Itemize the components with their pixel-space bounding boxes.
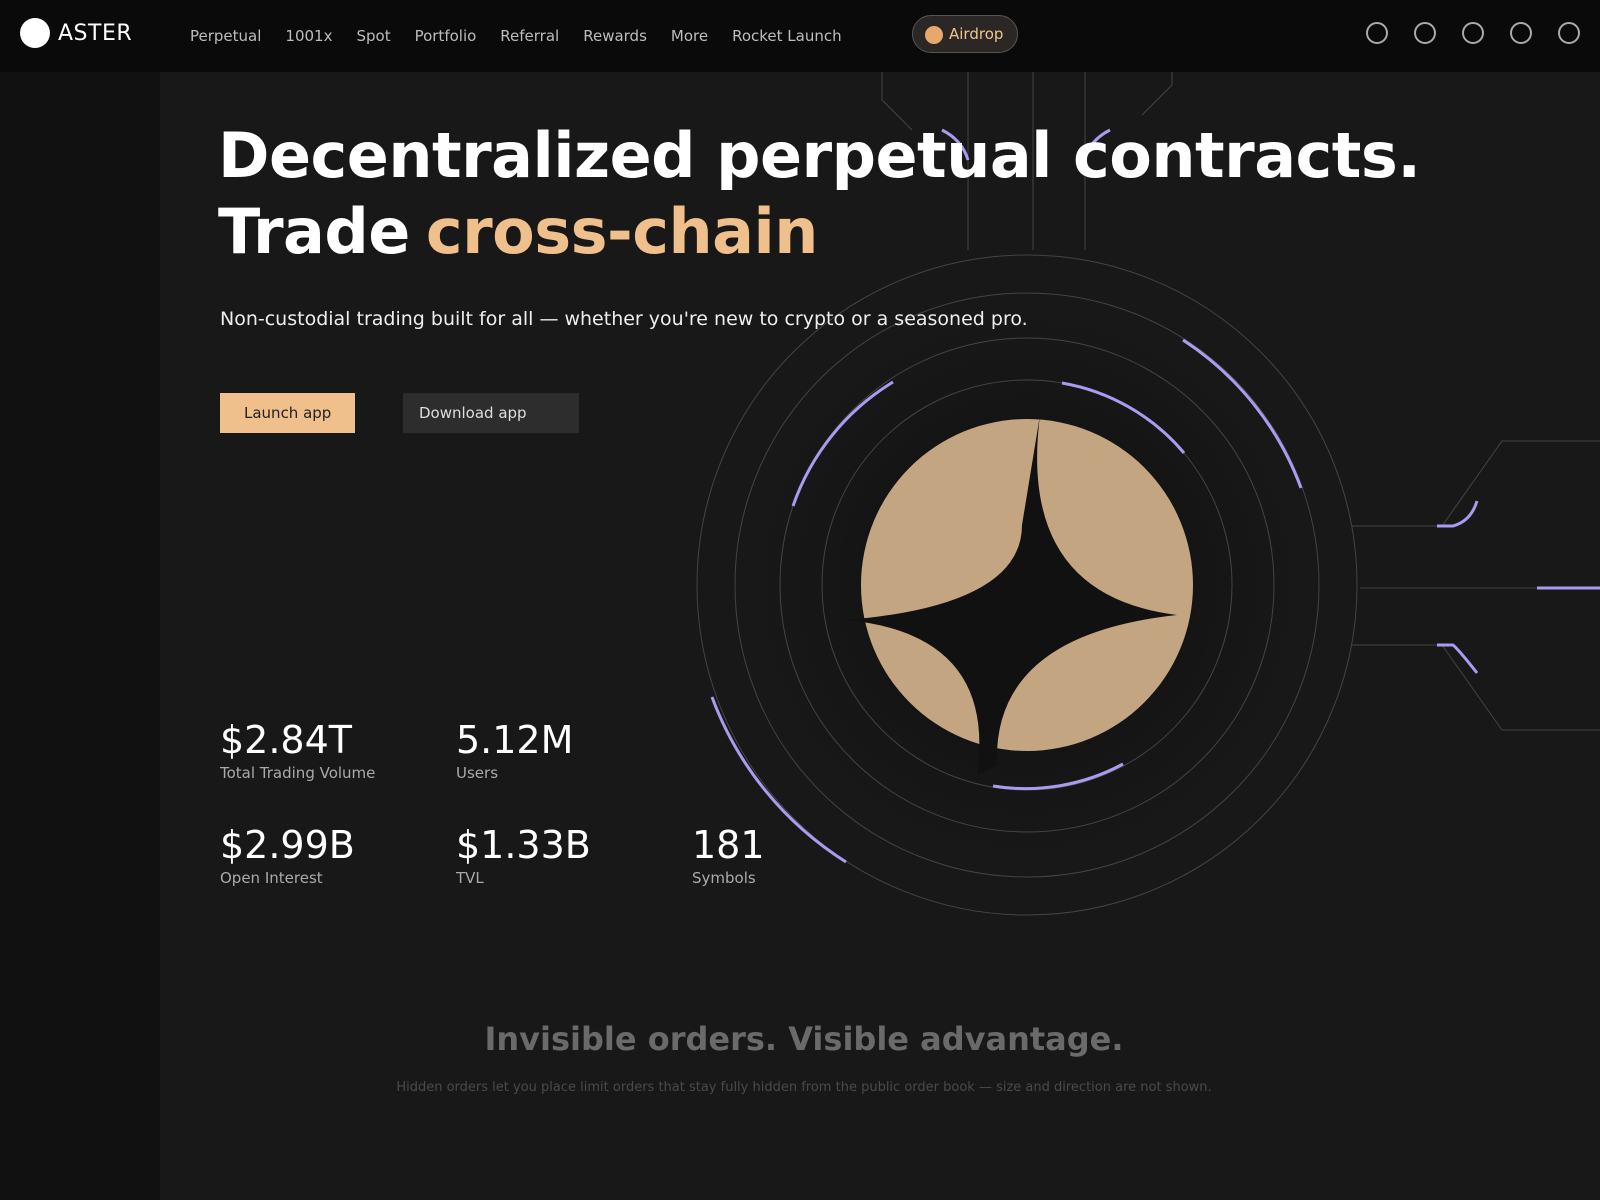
- hero-title: Decentralized perpetual contracts. Trade c…: [218, 118, 1421, 270]
- stat: 181 Symbols: [692, 823, 765, 887]
- icon[interactable]: [1510, 22, 1532, 44]
- stat-label: Open Interest: [220, 869, 323, 887]
- stat-label: Users: [456, 764, 499, 782]
- nav-link[interactable]: Spot: [356, 27, 391, 45]
- stat: 5.12M Users: [456, 718, 573, 782]
- stat-value: $2.99B: [220, 823, 355, 867]
- download-button[interactable]: Download app: [403, 393, 579, 433]
- stat: $1.33B TVL: [456, 823, 591, 887]
- shade: [0, 72, 160, 1200]
- brand-name: ASTER: [58, 20, 133, 46]
- stat-value: $2.84T: [220, 718, 352, 762]
- icon[interactable]: [1414, 22, 1436, 44]
- stat: $2.99B Open Interest: [220, 823, 355, 887]
- airdrop-label: Airdrop: [949, 25, 1004, 43]
- stat: $2.84T Total Trading Volume: [220, 718, 375, 782]
- nav-link[interactable]: 1001x: [285, 27, 333, 45]
- nav-link[interactable]: Rocket Launch: [732, 27, 842, 45]
- icon[interactable]: [1462, 22, 1484, 44]
- airdrop-button[interactable]: Airdrop: [912, 15, 1019, 53]
- nav-link[interactable]: Perpetual: [190, 27, 262, 45]
- section-title: Invisible orders. Visible advantage.: [484, 1020, 1124, 1058]
- nav-link[interactable]: Portfolio: [414, 27, 477, 45]
- nav-link[interactable]: More: [670, 27, 709, 45]
- stat-value: 181: [692, 823, 765, 867]
- stat-value: 5.12M: [456, 718, 574, 762]
- nav-link[interactable]: Referral: [500, 27, 560, 45]
- top-bar: ASTER Perpetual 1001x Spot Portfolio Ref…: [0, 0, 1600, 72]
- stat-value: $1.33B: [456, 823, 591, 867]
- section-text: Hidden orders let you place limit orders…: [396, 1080, 1212, 1095]
- brand[interactable]: ASTER: [20, 18, 132, 48]
- accents: [710, 128, 1600, 864]
- brand-logo: [20, 18, 50, 48]
- logo-cut: [847, 415, 1177, 775]
- title-line: Trade: [218, 195, 410, 268]
- launch-button[interactable]: Launch app: [220, 393, 356, 433]
- stat-label: Total Trading Volume: [220, 764, 376, 782]
- nav: Perpetual 1001x Spot Portfolio Referral …: [190, 0, 842, 72]
- stat-label: TVL: [456, 869, 484, 887]
- stat-label: Symbols: [692, 869, 756, 887]
- title-highlight: cross-chain: [425, 195, 819, 268]
- hero-subtitle: Non-custodial trading built for all — wh…: [220, 308, 1028, 330]
- nav-link[interactable]: Rewards: [583, 27, 647, 45]
- social-icons: [1366, 22, 1580, 44]
- icon[interactable]: [1558, 22, 1580, 44]
- title-line: Decentralized perpetual contracts.: [218, 119, 1421, 192]
- icon[interactable]: [1366, 22, 1388, 44]
